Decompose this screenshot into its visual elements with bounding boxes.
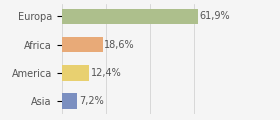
Bar (62, 9, 198, 24)
Text: 12,4%: 12,4% (91, 68, 122, 78)
Text: 7,2%: 7,2% (79, 96, 104, 106)
Text: 61,9%: 61,9% (200, 11, 230, 21)
Bar (62, 37, 102, 52)
Bar (62, 93, 78, 109)
Text: 18,6%: 18,6% (104, 40, 135, 50)
Bar (62, 65, 89, 81)
